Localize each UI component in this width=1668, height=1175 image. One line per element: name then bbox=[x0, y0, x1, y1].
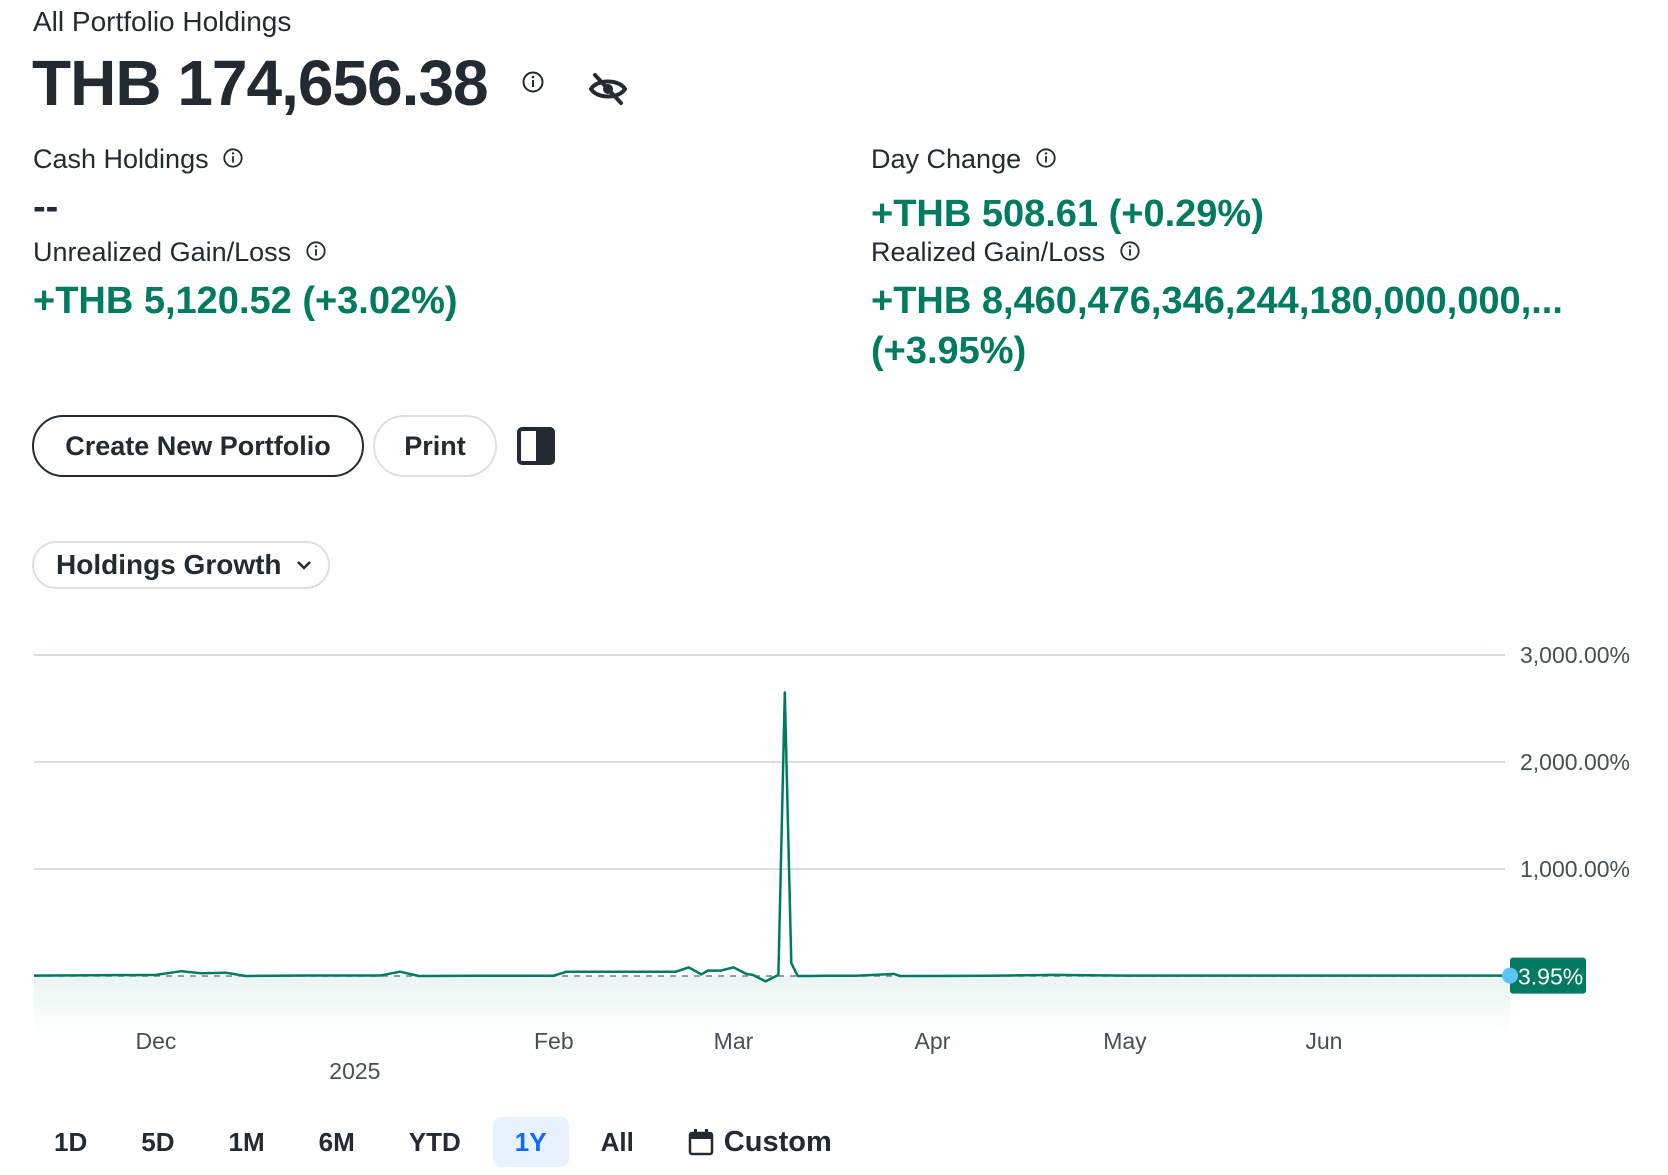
y-tick-label: 2,000.00% bbox=[1520, 749, 1630, 775]
panel-toggle-icon[interactable] bbox=[516, 426, 556, 466]
cash-holdings-label: Cash Holdings bbox=[33, 144, 244, 175]
range-button-ytd[interactable]: YTD bbox=[408, 1126, 461, 1157]
day-change-value: +THB 508.61 (+0.29%) bbox=[871, 193, 1264, 235]
x-tick-label: Feb bbox=[534, 1028, 574, 1054]
print-button[interactable]: Print bbox=[373, 415, 497, 477]
create-new-portfolio-button[interactable]: Create New Portfolio bbox=[32, 415, 364, 477]
range-button-6m[interactable]: 6M bbox=[318, 1126, 355, 1157]
info-icon[interactable] bbox=[1035, 147, 1057, 169]
calendar-icon bbox=[688, 1129, 714, 1156]
last-value-label: 3.95% bbox=[1518, 964, 1583, 990]
unrealized-label: Unrealized Gain/Loss bbox=[33, 237, 327, 268]
x-tick-label: Dec bbox=[135, 1028, 176, 1054]
day-change-label: Day Change bbox=[871, 144, 1057, 175]
series-line bbox=[33, 691, 1510, 983]
info-icon[interactable] bbox=[521, 70, 545, 94]
x-tick-label: Jun bbox=[1305, 1028, 1342, 1054]
last-value-badge bbox=[1510, 957, 1586, 994]
info-icon[interactable] bbox=[305, 240, 327, 262]
custom-range-button[interactable]: Custom bbox=[666, 1117, 854, 1167]
x-year-label: 2025 bbox=[329, 1058, 380, 1084]
page-title: All Portfolio Holdings bbox=[33, 6, 292, 37]
y-tick-label: 1,000.00% bbox=[1520, 856, 1630, 882]
info-icon[interactable] bbox=[1119, 240, 1141, 262]
cash-holdings-value: -- bbox=[33, 186, 59, 228]
x-tick-label: Apr bbox=[915, 1028, 951, 1054]
info-icon[interactable] bbox=[222, 147, 244, 169]
range-button-1d[interactable]: 1D bbox=[54, 1126, 88, 1157]
realized-percent: (+3.95%) bbox=[871, 330, 1027, 372]
eye-hidden-icon[interactable] bbox=[588, 70, 628, 108]
chevron-down-icon bbox=[296, 561, 311, 570]
unrealized-value: +THB 5,120.52 (+3.02%) bbox=[33, 280, 458, 322]
y-tick-label: 3,000.00% bbox=[1520, 642, 1630, 668]
holdings-growth-dropdown[interactable]: Holdings Growth bbox=[32, 541, 330, 589]
range-button-1y[interactable]: 1Y bbox=[492, 1117, 569, 1167]
realized-value: +THB 8,460,476,346,244,180,000,000,... bbox=[871, 280, 1563, 322]
time-range-bar: 1D 5D 1M 6M YTD 1Y All Custom bbox=[32, 1116, 864, 1168]
range-button-1m[interactable]: 1M bbox=[228, 1126, 265, 1157]
area-fill bbox=[34, 976, 1510, 1036]
total-value: THB 174,656.38 bbox=[32, 47, 489, 119]
custom-range-label: Custom bbox=[723, 1125, 832, 1158]
last-value-marker bbox=[1502, 967, 1518, 984]
x-tick-label: May bbox=[1103, 1028, 1147, 1054]
realized-label: Realized Gain/Loss bbox=[871, 237, 1141, 268]
range-button-5d[interactable]: 5D bbox=[141, 1126, 175, 1157]
range-button-all[interactable]: All bbox=[600, 1126, 634, 1157]
holdings-growth-chart[interactable]: 3,000.00% 2,000.00% 1,000.00% 3.95% Dec Feb Ma… bbox=[0, 620, 1668, 1100]
x-tick-label: Mar bbox=[714, 1028, 754, 1054]
